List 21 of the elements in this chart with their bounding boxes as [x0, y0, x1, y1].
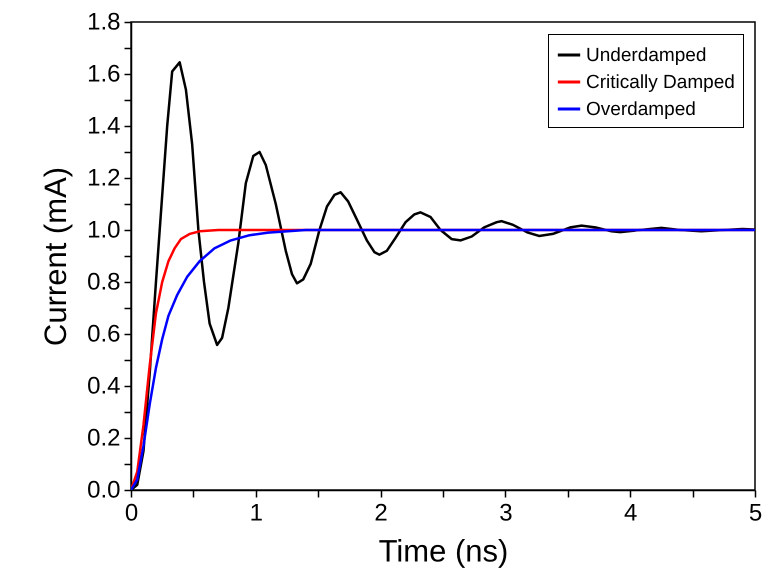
x-tick-label: 2: [374, 500, 388, 526]
legend-label: Critically Damped: [586, 72, 735, 93]
legend-label: Underdamped: [586, 45, 706, 66]
y-tick-label: 1.4: [87, 112, 120, 140]
x-tick-label: 0: [124, 500, 138, 526]
y-tick-label: 0.2: [87, 424, 120, 452]
x-tick-label: 3: [499, 500, 513, 526]
x-tick-label: 5: [748, 500, 762, 526]
y-tick-label: 1.2: [87, 164, 120, 192]
x-axis-title: Time (ns): [378, 534, 508, 568]
x-tick-label: 4: [624, 500, 638, 526]
y-axis-title: Current (mA): [38, 166, 74, 346]
x-tick-label: 1: [250, 500, 263, 526]
y-tick-label: 0.8: [87, 268, 120, 296]
y-tick-label: 1.8: [87, 8, 120, 36]
legend-label: Overdamped: [586, 99, 696, 120]
y-tick-label: 0.0: [87, 476, 120, 504]
y-tick-label: 0.6: [87, 320, 120, 348]
y-tick-label: 0.4: [87, 372, 120, 400]
y-tick-label: 1.6: [87, 60, 120, 88]
y-tick-label: 1.0: [87, 216, 120, 244]
